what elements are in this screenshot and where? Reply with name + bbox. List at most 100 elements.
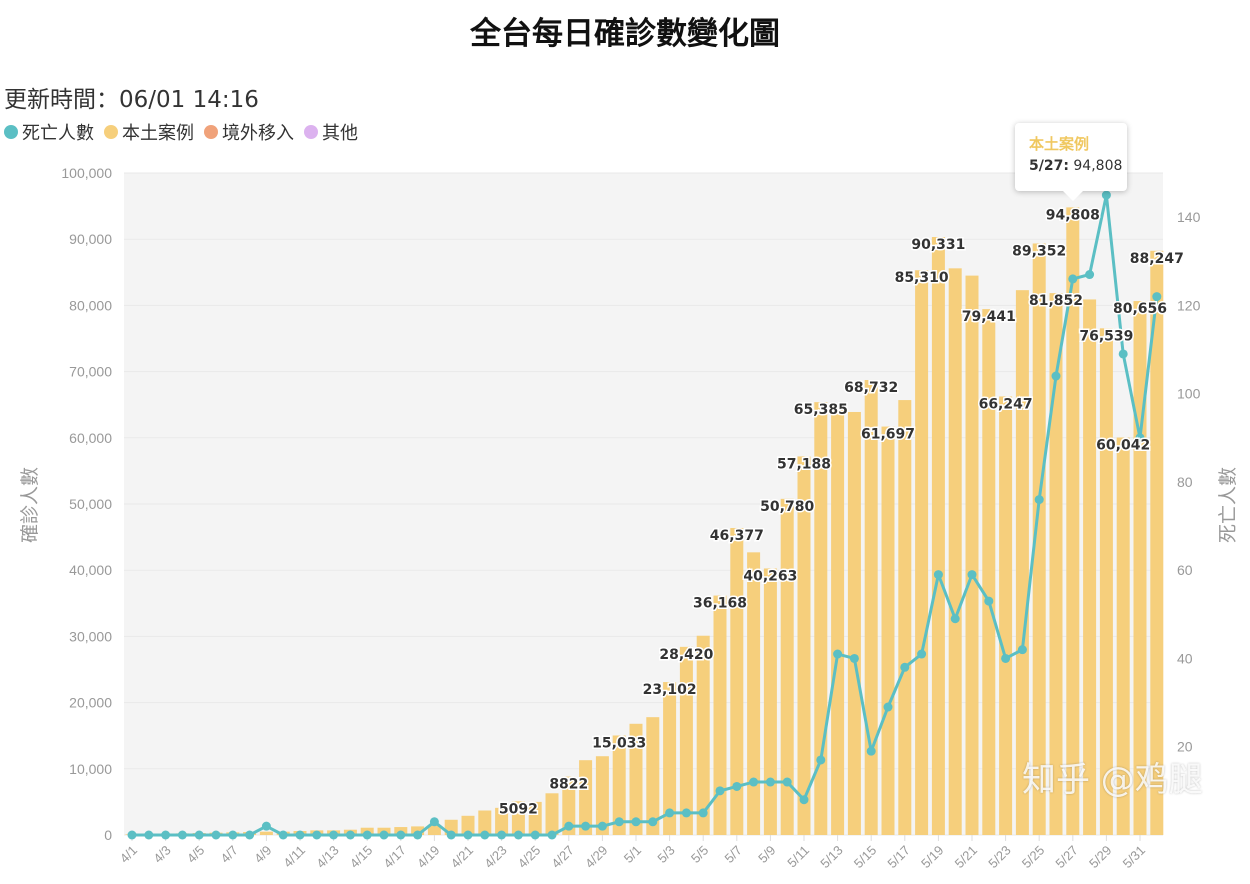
bar-data-label: 94,808 xyxy=(1046,207,1100,223)
deaths-point xyxy=(295,830,305,840)
bar xyxy=(1083,299,1097,835)
deaths-point xyxy=(278,830,288,840)
bar-data-label: 40,263 xyxy=(743,568,797,584)
deaths-point xyxy=(1118,349,1128,359)
deaths-point xyxy=(1051,371,1061,381)
bar xyxy=(595,756,609,835)
bar-data-label: 80,656 xyxy=(1113,301,1167,317)
y2-tick-label: 60 xyxy=(1177,562,1193,578)
bar xyxy=(747,552,761,835)
deaths-point xyxy=(597,821,607,831)
bar xyxy=(562,776,576,835)
legend-item-imported[interactable]: 境外移入 xyxy=(204,119,294,145)
deaths-point xyxy=(127,830,137,840)
bar xyxy=(763,568,777,835)
x-tick-label: 4/21 xyxy=(448,843,477,872)
bar xyxy=(646,717,660,835)
x-tick-label: 5/5 xyxy=(688,843,711,866)
bar xyxy=(1049,293,1063,835)
deaths-point xyxy=(362,830,372,840)
bar xyxy=(898,400,912,835)
bar xyxy=(730,527,744,835)
deaths-point xyxy=(144,830,154,840)
bar-data-label: 65,385 xyxy=(794,402,848,418)
bar xyxy=(679,646,693,835)
bar xyxy=(965,275,979,835)
bar xyxy=(696,635,710,835)
bar xyxy=(847,411,861,835)
bar xyxy=(528,801,542,835)
y-tick-label: 30,000 xyxy=(69,628,112,644)
deaths-point xyxy=(245,830,255,840)
legend-swatch xyxy=(304,125,318,139)
deaths-point xyxy=(648,817,658,827)
deaths-point xyxy=(564,821,574,831)
bar-data-label: 89,352 xyxy=(1012,243,1066,259)
bar-data-label: 81,852 xyxy=(1029,293,1083,309)
deaths-point xyxy=(681,808,691,818)
deaths-point xyxy=(614,817,624,827)
deaths-point xyxy=(211,830,221,840)
x-tick-label: 4/15 xyxy=(347,843,376,872)
x-tick-label: 4/13 xyxy=(313,843,342,872)
tooltip-date: 5/27: xyxy=(1029,158,1069,174)
bar xyxy=(427,825,441,835)
y-tick-label: 90,000 xyxy=(69,231,112,247)
y-tick-label: 60,000 xyxy=(69,430,112,446)
deaths-point xyxy=(816,755,826,765)
bar xyxy=(780,498,794,835)
bar-data-label: 50,780 xyxy=(760,499,814,515)
bar xyxy=(982,309,996,835)
x-tick-label: 4/9 xyxy=(251,843,274,866)
deaths-point xyxy=(917,649,927,659)
bar-data-label: 28,420 xyxy=(659,647,713,663)
deaths-point xyxy=(782,777,792,787)
x-tick-label: 4/27 xyxy=(548,843,577,872)
deaths-point xyxy=(463,830,473,840)
x-tick-label: 4/7 xyxy=(218,843,241,866)
y-tick-label: 40,000 xyxy=(69,562,112,578)
legend-swatch xyxy=(4,125,18,139)
deaths-point xyxy=(513,830,523,840)
x-tick-label: 5/31 xyxy=(1120,843,1149,872)
deaths-point xyxy=(379,830,389,840)
legend-item-local[interactable]: 本土案例 xyxy=(104,119,194,145)
deaths-point xyxy=(497,830,507,840)
deaths-point xyxy=(1101,190,1111,200)
deaths-point xyxy=(1017,645,1027,655)
deaths-point xyxy=(261,821,271,831)
deaths-point xyxy=(967,570,977,580)
deaths-point xyxy=(161,830,171,840)
deaths-point xyxy=(1001,653,1011,663)
legend-swatch xyxy=(104,125,118,139)
bar xyxy=(629,723,643,835)
deaths-point xyxy=(849,653,859,663)
deaths-point xyxy=(480,830,490,840)
bar xyxy=(1116,437,1130,835)
tooltip: 本土案例 5/27: 94,808 xyxy=(1015,123,1127,201)
bar xyxy=(881,426,895,835)
x-tick-label: 4/29 xyxy=(582,843,611,872)
y-tick-label: 10,000 xyxy=(69,761,112,777)
bar xyxy=(495,807,509,835)
bar xyxy=(797,456,811,835)
deaths-point xyxy=(345,830,355,840)
bar-data-label: 79,441 xyxy=(962,309,1016,325)
bar xyxy=(612,735,626,835)
y2-tick-label: 20 xyxy=(1177,739,1193,755)
bar-data-label: 66,247 xyxy=(979,396,1033,412)
bar-data-label: 15,033 xyxy=(592,735,646,751)
legend-item-deaths[interactable]: 死亡人數 xyxy=(4,119,94,145)
deaths-point xyxy=(984,596,994,606)
y2-tick-label: 140 xyxy=(1177,209,1201,225)
bar xyxy=(511,801,525,835)
deaths-point xyxy=(329,830,339,840)
legend-item-other[interactable]: 其他 xyxy=(304,119,358,145)
bar xyxy=(461,815,475,835)
y-tick-label: 0 xyxy=(104,827,112,843)
bar xyxy=(1133,301,1147,836)
x-tick-label: 5/19 xyxy=(918,843,947,872)
x-tick-label: 4/25 xyxy=(515,843,544,872)
x-tick-label: 5/29 xyxy=(1086,843,1115,872)
deaths-point xyxy=(900,662,910,672)
